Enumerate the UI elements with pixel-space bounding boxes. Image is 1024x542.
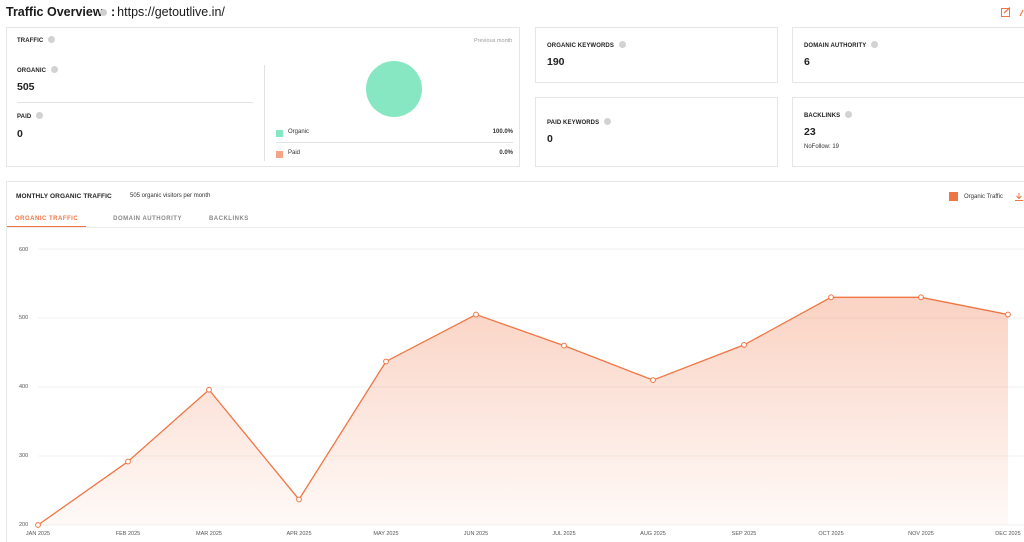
data-point[interactable] — [206, 386, 212, 393]
legend-name: Organic — [288, 129, 310, 135]
legend-paid[interactable]: Paid 0.0% — [276, 148, 513, 162]
divider — [276, 142, 513, 143]
chart-tabs: ORGANIC TRAFFIC DOMAIN AUTHORITY BACKLIN… — [7, 216, 276, 227]
chart-icon[interactable] — [1018, 6, 1024, 18]
x-tick-label: FEB 2025 — [115, 531, 141, 537]
divider — [17, 102, 253, 103]
data-point[interactable] — [741, 342, 747, 348]
organic-keywords-value: 190 — [547, 56, 565, 68]
organic-value: 505 — [17, 81, 35, 93]
data-point[interactable] — [1005, 311, 1011, 318]
x-tick-label: AUG 2025 — [640, 531, 666, 537]
x-tick-label: OCT 2025 — [818, 531, 844, 537]
legend-swatch-organic-traffic — [949, 192, 958, 201]
y-tick-label: 300 — [19, 453, 29, 459]
data-point[interactable] — [296, 496, 302, 503]
backlinks-label: BACKLINKS — [804, 111, 853, 119]
legend-percent: 0.0% — [499, 150, 513, 156]
data-point[interactable] — [650, 377, 656, 384]
paid-label: PAID — [17, 112, 44, 120]
domain-authority-card: DOMAIN AUTHORITY 6 — [792, 27, 1024, 83]
legend-percent: 100.0% — [492, 129, 513, 135]
tab-domain-authority[interactable]: DOMAIN AUTHORITY — [113, 216, 182, 222]
paid-value: 0 — [17, 128, 23, 140]
page-title: Traffic Overview — [6, 5, 103, 19]
chart-legend[interactable]: Organic Traffic — [949, 192, 1003, 201]
y-tick-label: 400 — [19, 384, 29, 390]
organic-keywords-label: ORGANIC KEYWORDS — [547, 41, 626, 49]
series-line-organic-traffic — [37, 296, 1009, 526]
legend-organic[interactable]: Organic 100.0% — [276, 127, 513, 141]
legend-swatch-organic — [276, 130, 283, 137]
tab-backlinks[interactable]: BACKLINKS — [208, 216, 249, 222]
x-tick-label: MAR 2025 — [196, 531, 222, 537]
paid-keywords-label: PAID KEYWORDS — [547, 118, 612, 126]
organic-label: ORGANIC — [17, 66, 59, 74]
y-tick-label: 600 — [19, 247, 29, 253]
x-tick-label: NOV 2025 — [908, 531, 934, 537]
separator: : — [111, 5, 116, 19]
edit-icon[interactable] — [1000, 6, 1012, 18]
domain-authority-value: 6 — [804, 56, 810, 68]
backlinks-card: BACKLINKS 23 NoFollow: 19 — [792, 97, 1024, 167]
info-icon — [36, 112, 44, 119]
data-point[interactable] — [473, 311, 479, 318]
y-tick-label: 500 — [19, 315, 29, 321]
download-icon[interactable] — [1014, 192, 1024, 202]
data-point[interactable] — [125, 458, 131, 465]
previous-month-label: Previous month — [474, 38, 513, 44]
tab-organic-traffic[interactable]: ORGANIC TRAFFIC — [7, 216, 87, 227]
info-icon — [845, 111, 853, 118]
site-url: : https://getoutlive.in/ — [100, 5, 225, 19]
divider — [264, 65, 265, 161]
traffic-pie-chart[interactable] — [366, 61, 422, 117]
info-icon — [618, 41, 626, 48]
monthly-traffic-title: MONTHLY ORGANIC TRAFFIC — [16, 193, 112, 200]
info-icon — [48, 36, 56, 43]
data-point[interactable] — [35, 522, 41, 528]
paid-keywords-card: PAID KEYWORDS 0 — [535, 97, 778, 167]
page-header: Traffic Overview : https://getoutlive.in… — [0, 0, 1024, 24]
organic-keywords-card: ORGANIC KEYWORDS 190 — [535, 27, 778, 83]
legend-label: Organic Traffic — [964, 193, 1003, 200]
data-point[interactable] — [383, 358, 389, 365]
traffic-label: TRAFFIC — [17, 36, 56, 44]
monthly-traffic-subtitle: 505 organic visitors per month — [130, 193, 211, 199]
site-url-text: https://getoutlive.in/ — [117, 5, 225, 19]
info-icon — [604, 118, 612, 125]
domain-authority-label: DOMAIN AUTHORITY — [804, 41, 879, 49]
paid-keywords-value: 0 — [547, 133, 553, 145]
data-point[interactable] — [828, 294, 834, 301]
x-tick-label: DEC 2025 — [995, 531, 1021, 537]
x-tick-label: APR 2025 — [286, 531, 312, 537]
y-tick-label: 200 — [19, 522, 29, 528]
info-icon — [51, 66, 59, 73]
x-tick-label: SEP 2025 — [731, 531, 757, 537]
legend-name: Paid — [288, 150, 301, 156]
series-area-organic-traffic — [38, 297, 1008, 525]
backlinks-value: 23 — [804, 126, 816, 138]
data-point[interactable] — [561, 342, 567, 349]
legend-swatch-paid — [276, 151, 283, 158]
x-tick-label: JUL 2025 — [552, 531, 576, 537]
x-tick-label: JUN 2025 — [463, 531, 489, 537]
tabs-divider — [6, 227, 1024, 228]
x-tick-label: JAN 2025 — [25, 531, 51, 537]
info-icon — [100, 8, 107, 16]
info-icon — [871, 41, 879, 48]
nofollow-count: NoFollow: 19 — [804, 144, 840, 150]
x-tick-label: MAY 2025 — [373, 531, 399, 537]
data-point[interactable] — [918, 294, 924, 301]
traffic-card: TRAFFIC Previous month ORGANIC 505 PAID … — [6, 27, 520, 167]
